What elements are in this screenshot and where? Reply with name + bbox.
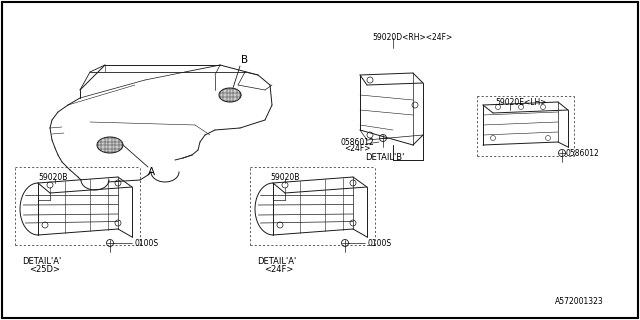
Polygon shape <box>97 137 123 153</box>
Text: <24F>: <24F> <box>264 266 293 275</box>
Text: A572001323: A572001323 <box>555 298 604 307</box>
Text: <25D>: <25D> <box>29 266 60 275</box>
Text: <24F>: <24F> <box>344 143 371 153</box>
Text: 0100S: 0100S <box>367 238 391 247</box>
Text: 0100S: 0100S <box>134 238 158 247</box>
Text: 59020E<LH>: 59020E<LH> <box>495 98 547 107</box>
Text: 0586012: 0586012 <box>340 138 374 147</box>
Text: A: A <box>148 167 155 177</box>
Text: B: B <box>241 55 248 65</box>
Text: 0586012: 0586012 <box>566 148 600 157</box>
Text: 59020B: 59020B <box>38 172 67 181</box>
Text: DETAIL'A': DETAIL'A' <box>22 258 61 267</box>
Polygon shape <box>219 88 241 102</box>
Text: 59020D<RH><24F>: 59020D<RH><24F> <box>372 33 452 42</box>
Text: 59020B: 59020B <box>270 172 300 181</box>
Text: DETAIL'B': DETAIL'B' <box>365 153 404 162</box>
Text: DETAIL'A': DETAIL'A' <box>257 258 296 267</box>
